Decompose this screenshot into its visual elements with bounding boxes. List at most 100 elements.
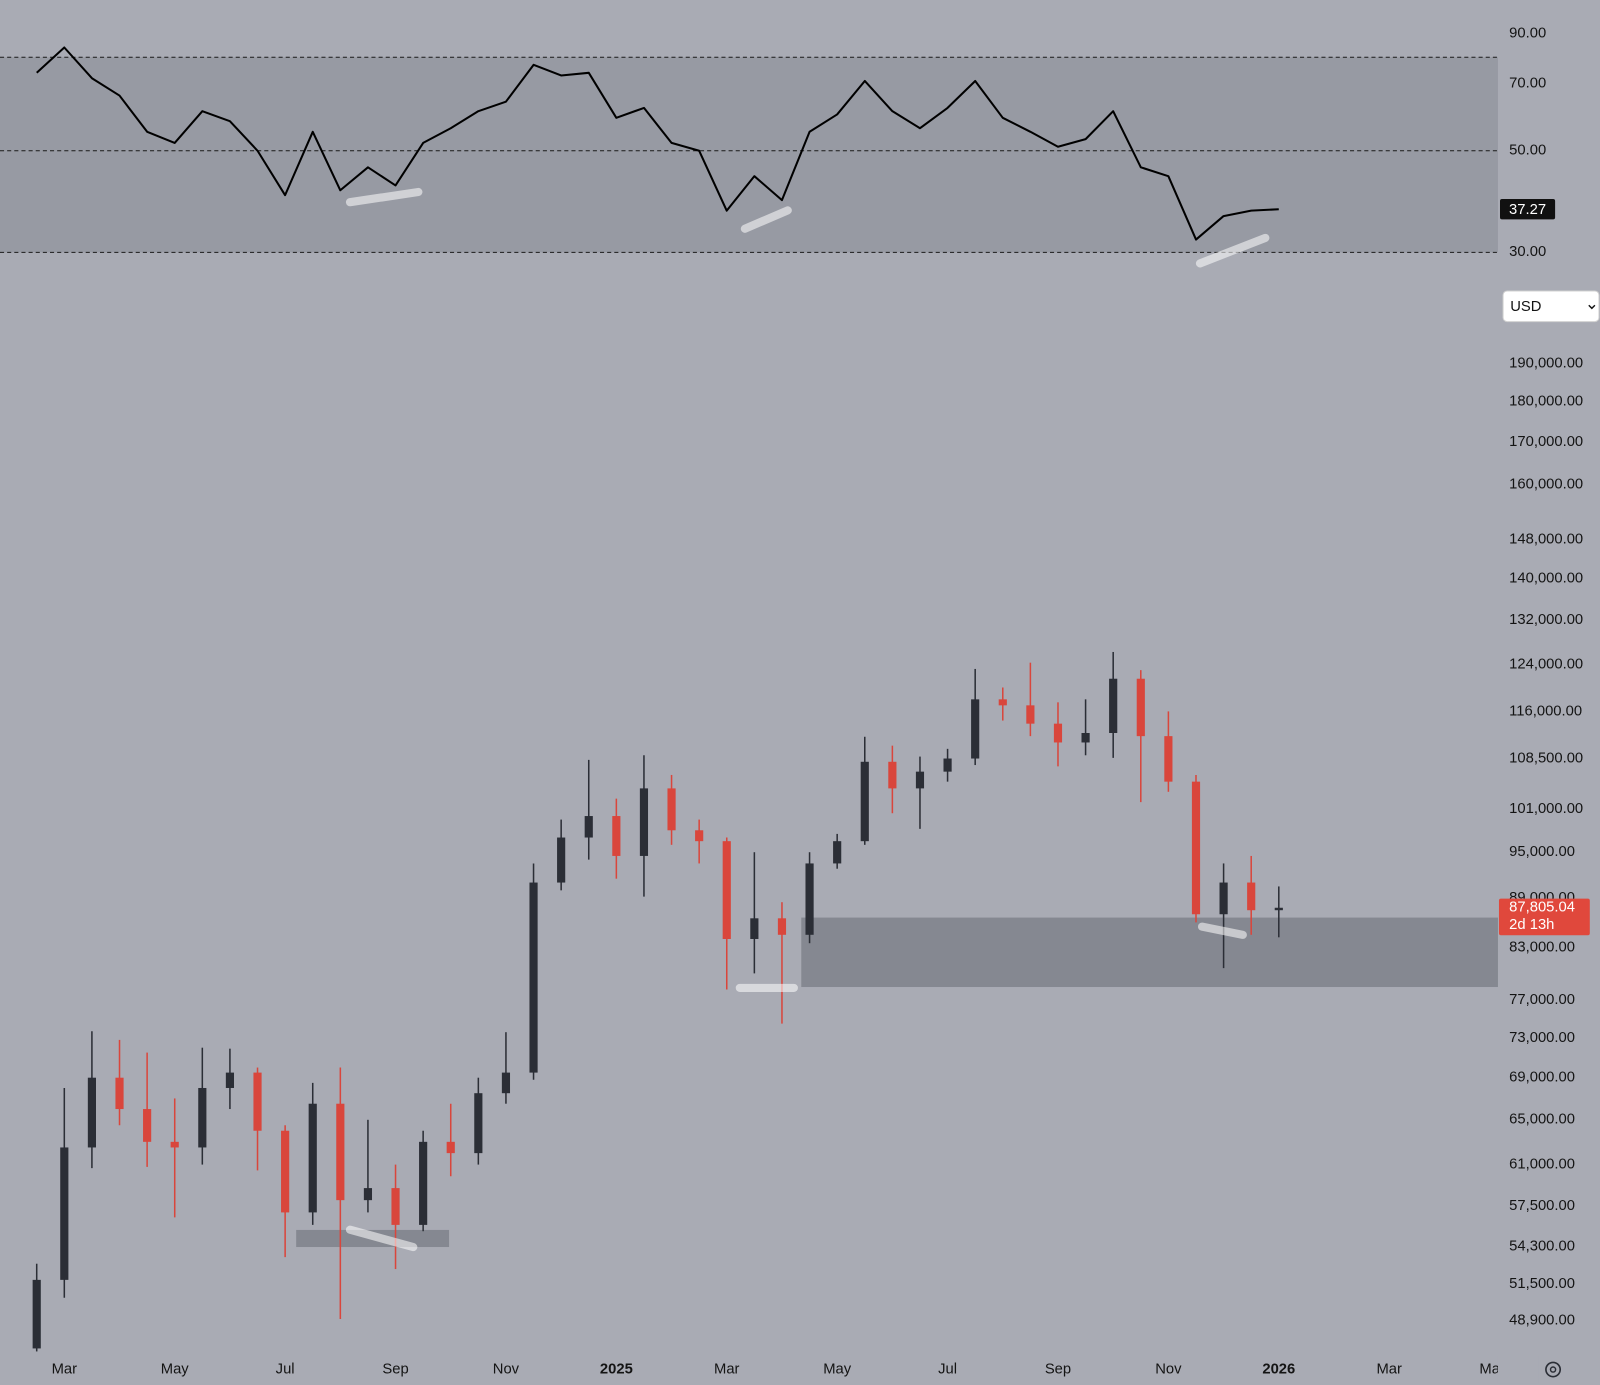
- candle-body: [529, 882, 538, 1073]
- x-tick-label: Nov: [1155, 1361, 1182, 1377]
- candle-body: [115, 1077, 124, 1110]
- currency-box[interactable]: [1502, 290, 1600, 323]
- candle-body: [1164, 736, 1173, 782]
- x-tick-label: May: [823, 1361, 852, 1377]
- x-tick-label: 2026: [1262, 1361, 1295, 1377]
- candle-body: [833, 841, 842, 864]
- y-tick-label: 108,500.00: [1509, 750, 1583, 766]
- y-tick-label: 132,000.00: [1509, 612, 1583, 628]
- y-tick-label: 30.00: [1509, 244, 1546, 260]
- y-tick-label: 69,000.00: [1509, 1070, 1575, 1086]
- x-tick-label: May: [161, 1361, 190, 1377]
- current-value-label: 37.27: [1509, 202, 1546, 218]
- candle-body: [308, 1103, 317, 1213]
- y-tick-label: 124,000.00: [1509, 656, 1583, 672]
- candle-body: [695, 830, 704, 842]
- candle-body: [143, 1109, 152, 1142]
- candle-body: [584, 816, 593, 838]
- y-tick-label: 61,000.00: [1509, 1156, 1575, 1172]
- gear-center: [1549, 1366, 1557, 1373]
- candle-body: [557, 837, 566, 883]
- currency-label[interactable]: USD: [1510, 299, 1541, 315]
- y-tick-label: 54,300.00: [1509, 1239, 1575, 1255]
- y-tick-label: 73,000.00: [1509, 1030, 1575, 1046]
- candle-body: [225, 1072, 235, 1088]
- countdown-label: 2d 13h: [1509, 917, 1554, 933]
- candle-body: [1247, 882, 1256, 911]
- chevron: [1588, 304, 1596, 310]
- candle-body: [1274, 907, 1283, 911]
- candle-body: [777, 918, 787, 935]
- plot-layer: 90.00 70.00 50.00 30.00 190,000.00 180,000.00…: [0, 26, 1583, 1384]
- x-tick-label: Nov: [493, 1361, 520, 1377]
- candle-body: [860, 761, 869, 842]
- candle-body: [722, 841, 731, 939]
- highlight: [1197, 922, 1247, 939]
- candle-body: [419, 1141, 428, 1225]
- y-tick-label: 50.00: [1509, 143, 1546, 159]
- candle-body: [198, 1087, 207, 1148]
- candle-body: [1081, 732, 1090, 743]
- x-tick-label: Mar: [714, 1361, 740, 1377]
- candle-body: [1053, 723, 1063, 743]
- y-tick-label: 140,000.00: [1509, 571, 1583, 587]
- divergence-marks: [345, 187, 1270, 1252]
- candle-body: [336, 1103, 345, 1201]
- currency-select[interactable]: USD: [1502, 290, 1600, 323]
- candle-body: [612, 816, 621, 856]
- candle-body: [750, 918, 759, 939]
- candle-body: [1136, 678, 1145, 737]
- y-tick-label: 170,000.00: [1509, 434, 1583, 450]
- y-tick-label: 148,000.00: [1509, 532, 1583, 548]
- y-tick-label: 83,000.00: [1509, 939, 1575, 955]
- y-tick-label: 57,500.00: [1509, 1198, 1575, 1214]
- candle-body: [474, 1093, 483, 1154]
- y-tick-label: 95,000.00: [1509, 844, 1575, 860]
- highlight: [1195, 233, 1270, 268]
- y-tick-label: 190,000.00: [1509, 355, 1583, 371]
- y-tick-label: 51,500.00: [1509, 1276, 1575, 1292]
- y-tick-label: 116,000.00: [1509, 703, 1582, 719]
- x-tick-label: Jul: [276, 1361, 295, 1377]
- candle-body: [1191, 781, 1201, 915]
- candle-body: [971, 699, 980, 759]
- y-tick-label: 180,000.00: [1509, 393, 1583, 409]
- candle-body: [253, 1072, 262, 1131]
- y-tick-label: 101,000.00: [1509, 801, 1583, 817]
- support-zone: [801, 917, 1498, 988]
- candle-body: [1109, 678, 1118, 733]
- candle-body: [1219, 882, 1228, 915]
- settings-button[interactable]: [1545, 1361, 1562, 1378]
- candle-body: [1026, 705, 1035, 724]
- highlight: [740, 206, 792, 233]
- candle-body: [943, 758, 952, 772]
- candle-body: [915, 771, 925, 789]
- candle-body: [87, 1077, 96, 1148]
- x-tick-label: Jul: [938, 1361, 957, 1377]
- rsi-line: [36, 46, 1279, 241]
- y-tick-label: 77,000.00: [1509, 992, 1575, 1008]
- y-tick-label: 65,000.00: [1509, 1112, 1575, 1128]
- candle-body: [667, 788, 676, 831]
- gear[interactable]: [1545, 1361, 1562, 1378]
- candle-body: [888, 761, 897, 789]
- last-price-tag: [1498, 898, 1590, 936]
- candle-body: [446, 1141, 455, 1154]
- current-value-tag: [1500, 198, 1556, 220]
- y-tick-label: 160,000.00: [1509, 477, 1583, 493]
- candle-body: [281, 1130, 290, 1213]
- x-tick-label: Ma: [1479, 1361, 1500, 1377]
- highlight: [345, 1225, 418, 1252]
- candle-body: [501, 1072, 511, 1094]
- candle-body: [998, 699, 1007, 706]
- x-tick-label: Sep: [1045, 1361, 1071, 1377]
- candle-body: [60, 1147, 69, 1280]
- highlight: [345, 187, 423, 207]
- candle-body: [805, 863, 814, 935]
- x-tick-label: 2025: [600, 1361, 633, 1377]
- last-price-label: 87,805.04: [1509, 900, 1575, 916]
- candle-body: [32, 1279, 41, 1349]
- x-tick-label: Mar: [52, 1361, 78, 1377]
